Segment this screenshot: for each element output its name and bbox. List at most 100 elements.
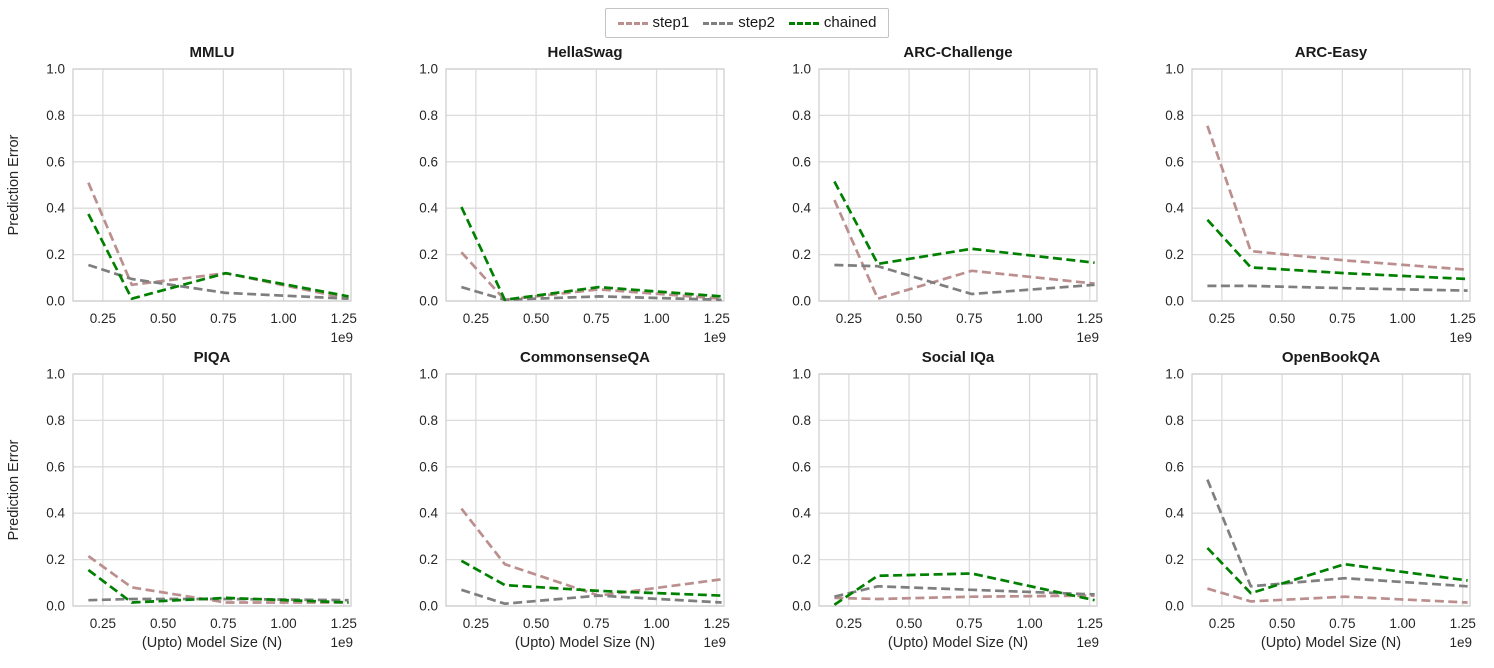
series-line-chained — [87, 568, 349, 604]
x-tick-label: 1.25 — [1450, 616, 1476, 631]
x-axis-offset-label: 1e9 — [1076, 635, 1099, 650]
y-tick-label: 0.2 — [419, 552, 438, 567]
series-line-step1 — [460, 251, 722, 302]
line-chart: 0.0 0.2 0.4 0.6 0.8 1.0 0.25 0.50 0.75 1.00 1.25 1e… — [6, 368, 357, 650]
y-tick-label: 1.0 — [792, 368, 811, 382]
y-tick-label: 0.6 — [419, 459, 438, 474]
x-tick-label: 0.75 — [583, 616, 609, 631]
y-tick-label: 0.0 — [1165, 294, 1184, 309]
y-tick-label: 0.8 — [1165, 108, 1184, 123]
x-tick-label: 0.50 — [1269, 616, 1295, 631]
series-line-step1 — [1207, 587, 1468, 604]
y-tick-label: 0.4 — [792, 201, 811, 216]
series-line-chained — [833, 572, 1095, 606]
x-axis-label: (Upto) Model Size (N) — [142, 635, 282, 650]
plot-canvas: 0.0 0.2 0.4 0.6 0.8 1.0 0.25 0.50 0.75 1.00 1.25 1e… — [3, 63, 374, 345]
x-tick-label: 0.50 — [150, 311, 176, 326]
y-tick-label: 0.0 — [792, 599, 811, 614]
plot-canvas: 0.0 0.2 0.4 0.6 0.8 1.0 0.25 0.50 0.75 1.00 1.25 1e… — [376, 63, 747, 345]
plot-canvas: 0.0 0.2 0.4 0.6 0.8 1.0 0.25 0.50 0.75 1.00 1.25 1e… — [749, 63, 1120, 345]
y-tick-label: 0.0 — [46, 599, 65, 614]
x-axis-offset-label: 1e9 — [1076, 330, 1099, 345]
y-tick-label: 0.6 — [419, 154, 438, 169]
x-axis-offset-label: 1e9 — [703, 635, 726, 650]
subplot-grid: MMLU 0.0 0.2 0.4 0.6 0.8 1.0 0.25 0.50 0.75 1.00 1… — [0, 42, 1494, 650]
figure-root: step1 step2 chained MMLU 0.0 0.2 0.4 0.6 0.8… — [0, 8, 1494, 650]
plot-title: PIQA — [193, 349, 231, 366]
x-tick-label: 0.75 — [210, 616, 236, 631]
x-tick-label: 1.00 — [270, 311, 296, 326]
x-tick-label: 1.00 — [1016, 616, 1042, 631]
x-tick-label: 1.00 — [643, 616, 669, 631]
y-tick-label: 0.6 — [46, 154, 65, 169]
y-tick-label: 0.0 — [792, 294, 811, 309]
subplot-mmlu: MMLU 0.0 0.2 0.4 0.6 0.8 1.0 0.25 0.50 0.75 1.00 1… — [1, 42, 374, 345]
y-tick-label: 0.8 — [46, 108, 65, 123]
series-line-step1 — [87, 555, 349, 604]
subplot-commonsenseqa: CommonsenseQA 0.0 0.2 0.4 0.6 0.8 1.0 0.25 0.50… — [374, 347, 747, 650]
x-tick-label: 0.50 — [150, 616, 176, 631]
y-tick-label: 0.2 — [792, 247, 811, 262]
line-chart: 0.0 0.2 0.4 0.6 0.8 1.0 0.25 0.50 0.75 1.00 1.25 1e… — [792, 63, 1103, 345]
x-tick-label: 0.50 — [1269, 311, 1295, 326]
subplot-arc-challenge: ARC-Challenge 0.0 0.2 0.4 0.6 0.8 1.0 0.25 0.50… — [747, 42, 1120, 345]
x-tick-label: 0.25 — [90, 616, 116, 631]
y-tick-label: 0.8 — [792, 108, 811, 123]
x-tick-label: 0.75 — [956, 616, 982, 631]
x-tick-label: 1.00 — [643, 311, 669, 326]
plot-canvas: 0.0 0.2 0.4 0.6 0.8 1.0 0.25 0.50 0.75 1.00 1.25 1e… — [1122, 368, 1493, 650]
x-tick-label: 0.25 — [463, 311, 489, 326]
x-tick-label: 0.25 — [1209, 311, 1235, 326]
line-chart: 0.0 0.2 0.4 0.6 0.8 1.0 0.25 0.50 0.75 1.00 1.25 1e… — [792, 368, 1103, 650]
x-tick-label: 1.00 — [1016, 311, 1042, 326]
y-tick-label: 0.2 — [419, 247, 438, 262]
y-tick-label: 1.0 — [792, 63, 811, 77]
series-line-step1 — [833, 199, 1095, 301]
subplot-social-iqa: Social IQa 0.0 0.2 0.4 0.6 0.8 1.0 0.25 0.50 0.7… — [747, 347, 1120, 650]
series-line-step2 — [1206, 479, 1468, 588]
legend-container: step1 step2 chained — [0, 8, 1494, 38]
y-tick-label: 0.2 — [1165, 552, 1184, 567]
y-tick-label: 1.0 — [419, 368, 438, 382]
x-tick-label: 0.75 — [956, 311, 982, 326]
x-tick-label: 1.25 — [1077, 311, 1103, 326]
series-line-step2 — [460, 588, 722, 606]
y-tick-label: 0.4 — [792, 506, 811, 521]
plot-title: ARC-Challenge — [903, 44, 1013, 61]
legend-label: chained — [823, 14, 877, 31]
series-line-chained — [460, 206, 722, 302]
plot-canvas: 0.0 0.2 0.4 0.6 0.8 1.0 0.25 0.50 0.75 1.00 1.25 1e… — [3, 368, 374, 650]
x-tick-label: 1.25 — [704, 616, 730, 631]
line-chart: 0.0 0.2 0.4 0.6 0.8 1.0 0.25 0.50 0.75 1.00 1.25 1e… — [1165, 63, 1476, 345]
plot-canvas: 0.0 0.2 0.4 0.6 0.8 1.0 0.25 0.50 0.75 1.00 1.25 1e… — [749, 368, 1120, 650]
y-tick-label: 0.2 — [46, 247, 65, 262]
line-chart: 0.0 0.2 0.4 0.6 0.8 1.0 0.25 0.50 0.75 1.00 1.25 1e… — [1165, 368, 1476, 650]
x-axis-offset-label: 1e9 — [1449, 635, 1472, 650]
y-tick-label: 0.4 — [46, 201, 65, 216]
dashed-line-swatch-chained — [788, 22, 819, 25]
x-tick-label: 1.00 — [1389, 616, 1415, 631]
y-tick-label: 0.8 — [1165, 413, 1184, 428]
y-tick-label: 0.0 — [46, 294, 65, 309]
x-axis-offset-label: 1e9 — [1449, 330, 1472, 345]
x-tick-label: 0.25 — [1209, 616, 1235, 631]
plot-title: Social IQa — [921, 349, 995, 366]
y-tick-label: 1.0 — [419, 63, 438, 77]
y-tick-label: 0.4 — [46, 506, 65, 521]
x-tick-label: 0.25 — [836, 616, 862, 631]
y-tick-label: 0.8 — [792, 413, 811, 428]
x-tick-label: 1.25 — [704, 311, 730, 326]
y-tick-label: 1.0 — [1165, 368, 1184, 382]
x-tick-label: 1.25 — [1450, 311, 1476, 326]
y-tick-label: 0.2 — [1165, 247, 1184, 262]
subplot-piqa: PIQA 0.0 0.2 0.4 0.6 0.8 1.0 0.25 0.50 0.75 1.00 1… — [1, 347, 374, 650]
y-tick-label: 0.4 — [419, 506, 438, 521]
series-line-chained — [1206, 218, 1468, 281]
series-line-step1 — [1206, 125, 1468, 272]
series-line-step2 — [87, 263, 349, 301]
legend-item-step1: step1 — [617, 14, 689, 31]
legend-item-step2: step2 — [703, 14, 775, 31]
x-tick-label: 1.00 — [1389, 311, 1415, 326]
dashed-line-swatch-step1 — [617, 22, 648, 25]
legend-label: step2 — [738, 14, 775, 31]
